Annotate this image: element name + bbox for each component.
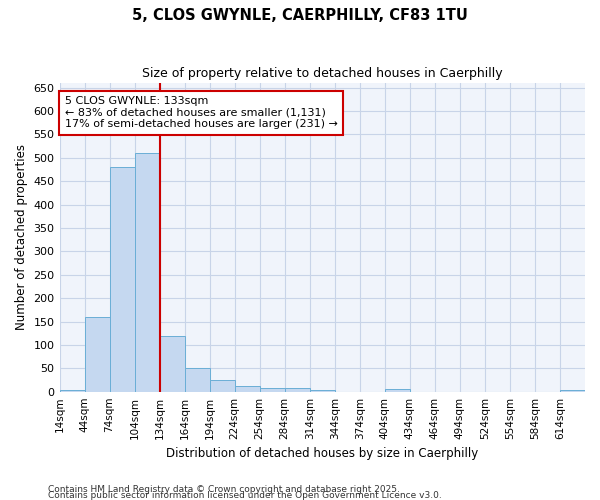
Bar — [110, 167, 134, 392]
Text: 5, CLOS GWYNLE, CAERPHILLY, CF83 1TU: 5, CLOS GWYNLE, CAERPHILLY, CF83 1TU — [132, 8, 468, 22]
Text: Contains public sector information licensed under the Open Government Licence v3: Contains public sector information licen… — [48, 490, 442, 500]
X-axis label: Distribution of detached houses by size in Caerphilly: Distribution of detached houses by size … — [166, 447, 478, 460]
Bar — [59, 390, 85, 392]
Bar — [560, 390, 585, 392]
Bar — [310, 390, 335, 392]
Bar — [235, 386, 260, 392]
Bar — [85, 317, 110, 392]
Bar — [160, 336, 185, 392]
Bar — [209, 380, 235, 392]
Text: 5 CLOS GWYNLE: 133sqm
← 83% of detached houses are smaller (1,131)
17% of semi-d: 5 CLOS GWYNLE: 133sqm ← 83% of detached … — [65, 96, 337, 130]
Text: Contains HM Land Registry data © Crown copyright and database right 2025.: Contains HM Land Registry data © Crown c… — [48, 485, 400, 494]
Bar — [185, 368, 209, 392]
Title: Size of property relative to detached houses in Caerphilly: Size of property relative to detached ho… — [142, 68, 503, 80]
Bar — [385, 390, 410, 392]
Bar — [260, 388, 285, 392]
Bar — [134, 153, 160, 392]
Bar — [285, 388, 310, 392]
Y-axis label: Number of detached properties: Number of detached properties — [15, 144, 28, 330]
